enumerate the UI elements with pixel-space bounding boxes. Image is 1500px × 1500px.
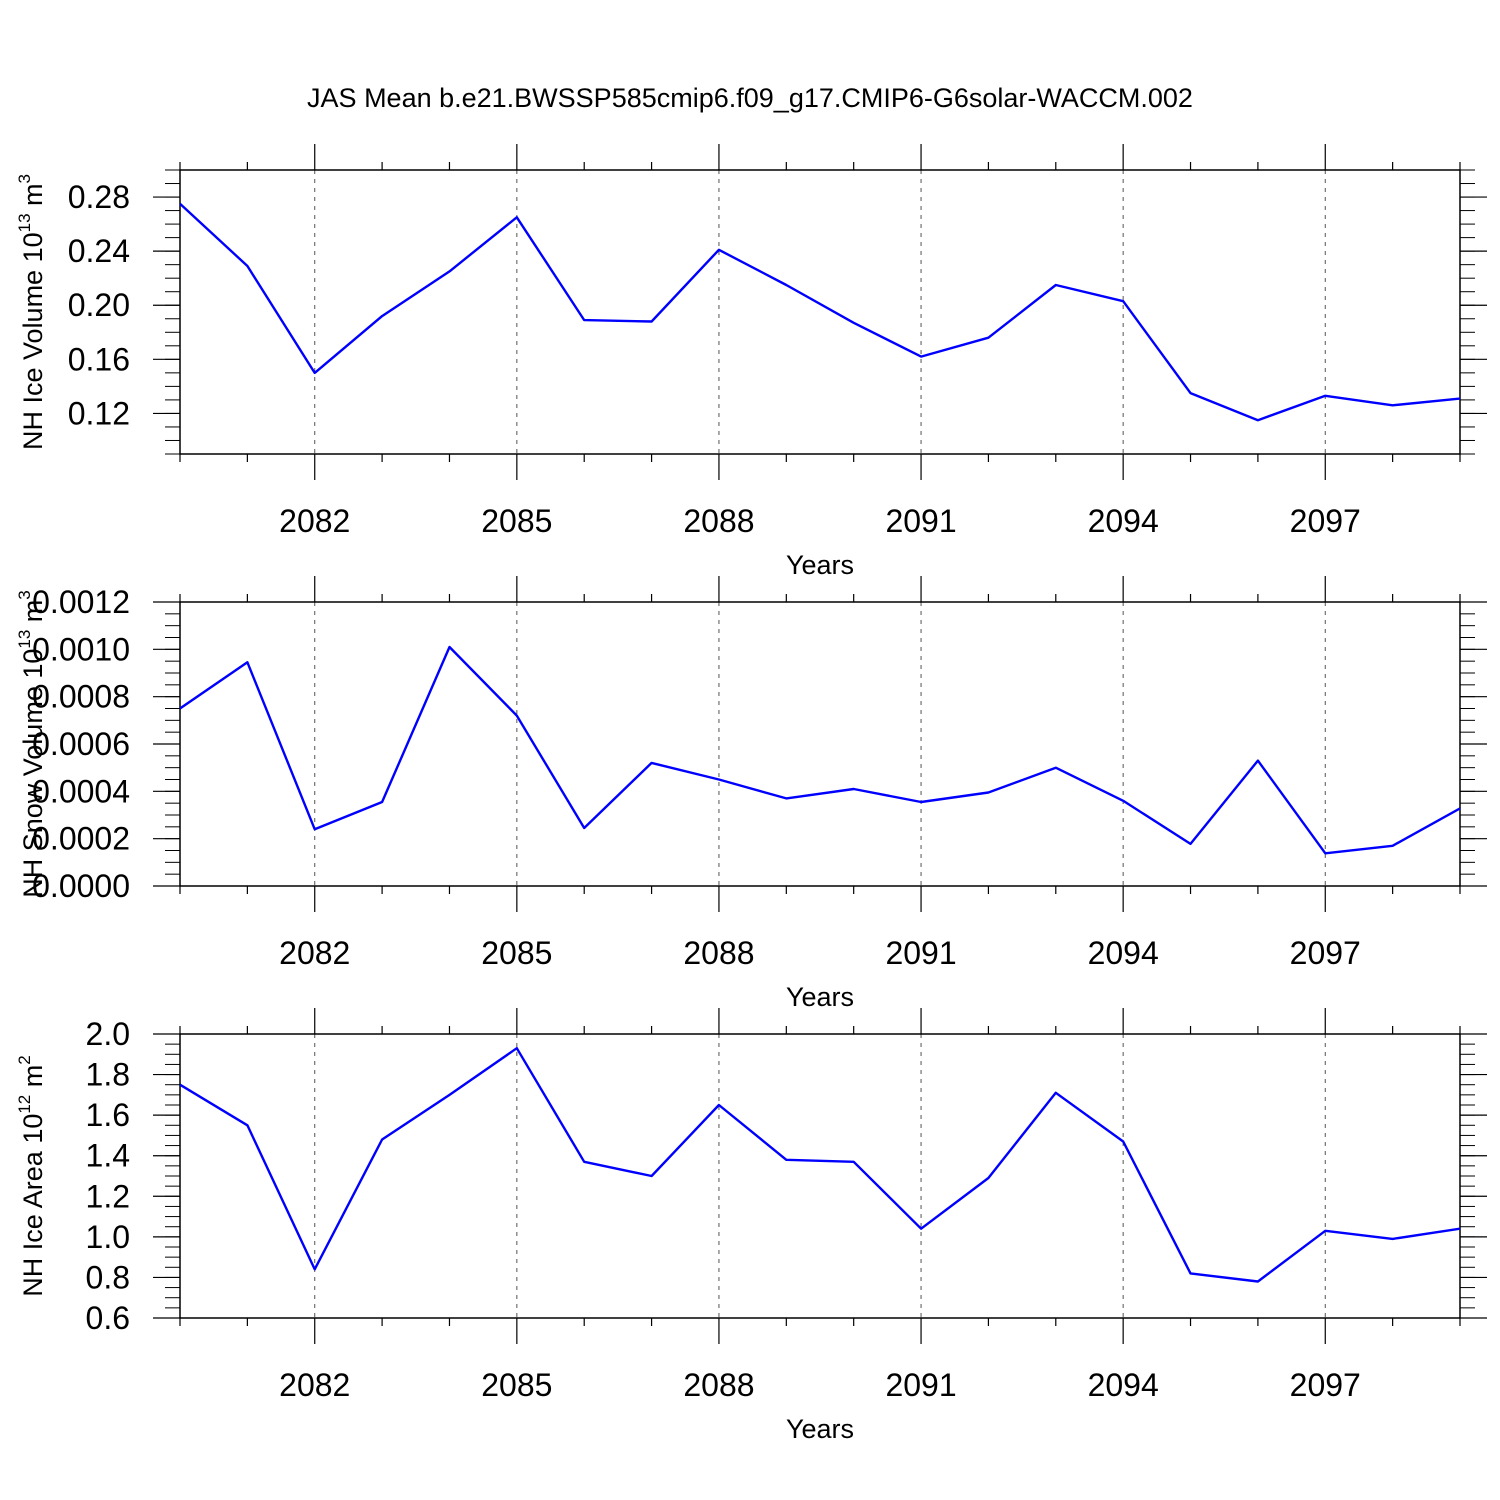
x-axis-label: Years (786, 982, 854, 1012)
y-axis-label-unit-exponent: 3 (15, 174, 34, 183)
plot-frame (179, 169, 1461, 455)
y-axis-label-exponent: 13 (15, 213, 34, 232)
y-axis-label-unit-exponent: 2 (15, 1055, 34, 1064)
y-axis-label-unit: m (18, 600, 48, 630)
y-axis-label-text: NH Snow Volume 10 (18, 649, 48, 898)
y-tick-label: 0.12 (68, 395, 130, 431)
y-tick-label: 1.2 (86, 1178, 130, 1214)
chart-panel-3: 2082 2085 2088 2091 2094 2097 Years 0.6 0.8 1.0 1.… (15, 1008, 1487, 1444)
x-tick-label: 2085 (481, 935, 552, 971)
y-axis-label: NH Ice Volume 1013 m3 (15, 174, 48, 450)
y-axis-label-text: NH Ice Area 10 (18, 1114, 48, 1297)
x-axis-label: Years (786, 1414, 854, 1444)
y-axis-label-exponent: 12 (15, 1095, 34, 1114)
x-tick-label: 2094 (1088, 1367, 1159, 1403)
series-line-2 (180, 645, 1460, 855)
figure-title: JAS Mean b.e21.BWSSP585cmip6.f09_g17.CMI… (307, 83, 1193, 113)
y-tick-label: 0.0010 (32, 631, 130, 667)
x-tick-label: 2085 (481, 503, 552, 539)
chart-panel-2: 2082 2085 2088 2091 2094 2097 Years 0.0000 0.000… (15, 576, 1487, 1012)
x-tick-label: 2088 (683, 935, 754, 971)
x-tick-label: 2082 (279, 935, 350, 971)
x-tick-label: 2091 (885, 1367, 956, 1403)
y-axis-label-unit: m (18, 183, 48, 213)
x-tick-label: 2091 (885, 503, 956, 539)
x-tick-label: 2097 (1290, 1367, 1361, 1403)
y-tick-label: 1.0 (86, 1219, 130, 1255)
y-axis-label-unit-exponent: 3 (15, 590, 34, 599)
y-axis-label: NH Snow Volume 1013 m3 (15, 590, 48, 898)
x-tick-label: 2088 (683, 1367, 754, 1403)
y-tick-label: 0.0012 (32, 584, 130, 620)
series-line-3 (180, 1046, 1460, 1283)
y-tick-label: 0.24 (68, 233, 130, 269)
y-tick-label: 0.0004 (32, 773, 130, 809)
y-tick-label: 2.0 (86, 1016, 130, 1052)
x-tick-label: 2082 (279, 503, 350, 539)
x-tick-label: 2085 (481, 1367, 552, 1403)
y-axis-label-text: NH Ice Volume 10 (18, 232, 48, 450)
x-tick-label: 2094 (1088, 503, 1159, 539)
series-line-1 (180, 202, 1460, 422)
y-tick-label: 0.16 (68, 341, 130, 377)
x-tick-label: 2097 (1290, 935, 1361, 971)
y-axis-label-unit: m (18, 1065, 48, 1095)
chart-panels: 2082 2085 2088 2091 2094 2097 Years 0.12 0.16 0.2… (15, 144, 1487, 1444)
chart-panel-1: 2082 2085 2088 2091 2094 2097 Years 0.12 0.16 0.2… (15, 144, 1487, 580)
y-tick-label: 0.8 (86, 1259, 130, 1295)
x-tick-label: 2097 (1290, 503, 1361, 539)
y-axis-label: NH Ice Area 1012 m2 (15, 1055, 48, 1296)
y-tick-label: 0.0000 (32, 868, 130, 904)
x-tick-label: 2088 (683, 503, 754, 539)
y-tick-label: 0.28 (68, 179, 130, 215)
y-tick-label: 0.20 (68, 287, 130, 323)
y-tick-label: 1.8 (86, 1057, 130, 1093)
y-tick-label: 1.6 (86, 1097, 130, 1133)
x-tick-label: 2082 (279, 1367, 350, 1403)
y-tick-label: 1.4 (86, 1138, 130, 1174)
y-axis-label-exponent: 13 (15, 630, 34, 649)
y-tick-label: 0.0006 (32, 726, 130, 762)
y-tick-label: 0.6 (86, 1300, 130, 1336)
x-tick-label: 2094 (1088, 935, 1159, 971)
y-tick-label: 0.0008 (32, 679, 130, 715)
y-tick-label: 0.0002 (32, 821, 130, 857)
x-axis-label: Years (786, 550, 854, 580)
x-tick-label: 2091 (885, 935, 956, 971)
